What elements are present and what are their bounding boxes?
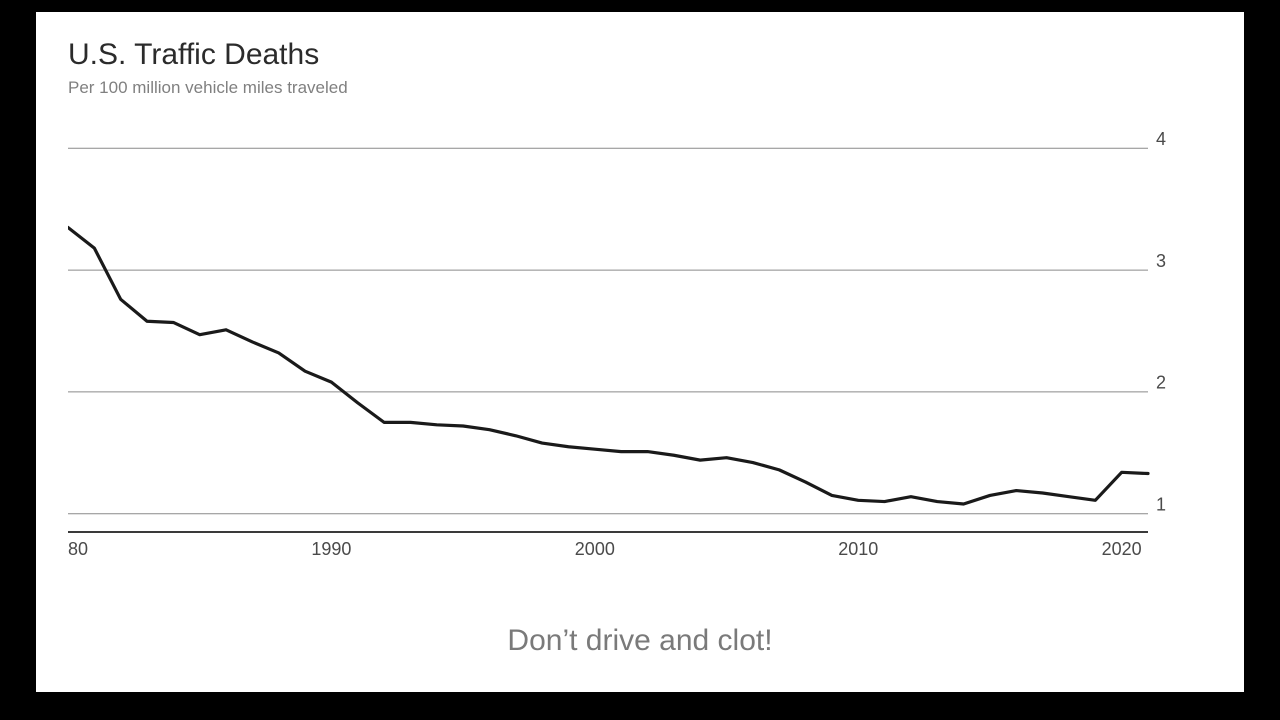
video-frame: { "layout": { "frame_w": 1280, "frame_h"… — [0, 0, 1280, 720]
caption-text: Don’t drive and clot! — [0, 624, 1280, 658]
x-tick-label: 2010 — [838, 539, 878, 559]
line-chart: 1 2 3 4 1980 1990 2000 2010 2020 — [68, 130, 1188, 560]
x-tick-label: 2000 — [575, 539, 615, 559]
data-line — [68, 227, 1148, 504]
chart-title: U.S. Traffic Deaths — [68, 38, 319, 72]
x-tick-label: 2020 — [1102, 539, 1142, 559]
y-tick-label: 4 — [1156, 130, 1166, 149]
chart-subtitle: Per 100 million vehicle miles traveled — [68, 78, 348, 98]
x-tick-label: 1980 — [68, 539, 88, 559]
x-tick-label: 1990 — [311, 539, 351, 559]
y-tick-label: 2 — [1156, 373, 1166, 393]
y-tick-label: 3 — [1156, 251, 1166, 271]
y-tick-label: 1 — [1156, 494, 1166, 514]
